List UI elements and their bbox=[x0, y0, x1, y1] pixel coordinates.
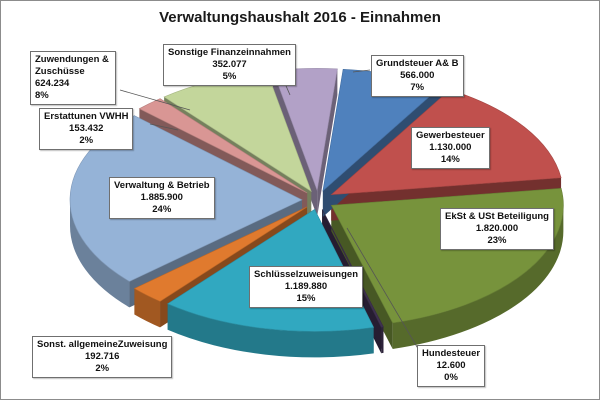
slice-side-4-0 bbox=[167, 303, 374, 358]
label-verwaltung-betrieb: Verwaltung & Betrieb 1.885.900 24% bbox=[109, 177, 215, 219]
label-schluesselzuweisungen: Schlüsselzuweisungen 1.189.880 15% bbox=[249, 266, 363, 308]
label-sonst-allgemeine-zuweisung: Sonst. allgemeineZuweisung 192.716 2% bbox=[32, 336, 173, 378]
label-grundsteuer: Grundsteuer A& B 566.000 7% bbox=[371, 55, 464, 97]
slice-side-3-0 bbox=[381, 326, 384, 354]
slice-side-5-0 bbox=[134, 288, 161, 328]
chart-title: Verwaltungshaushalt 2016 - Einnahmen bbox=[159, 9, 441, 26]
leader-line-0 bbox=[352, 69, 371, 73]
leader-lines bbox=[119, 69, 421, 353]
label-ekst-ust: EkSt & USt Beteiligung 1.820.000 23% bbox=[440, 208, 554, 250]
leader-line-4 bbox=[346, 227, 421, 353]
label-hundesteuer: Hundesteuer 12.600 0% bbox=[417, 345, 486, 387]
slice-side-6-0 bbox=[70, 199, 130, 308]
label-erstattunen-vwhh: Erstattunen VWHH 153.432 2% bbox=[39, 108, 134, 150]
leader-line-2 bbox=[119, 89, 191, 111]
leader-line-3 bbox=[149, 123, 179, 131]
label-zuwendungen-zuschuesse: Zuwendungen & Zuschüsse 624.234 8% bbox=[30, 51, 116, 105]
slice-cut-9-1 bbox=[317, 68, 338, 217]
label-sonstige-finanzeinnahmen: Sonstige Finanzeinnahmen 352.077 5% bbox=[163, 44, 296, 86]
slice-top-7 bbox=[138, 98, 308, 194]
slice-top-5 bbox=[133, 206, 308, 302]
label-gewerbesteuer: Gewerbesteuer 1.130.000 14% bbox=[411, 127, 490, 169]
